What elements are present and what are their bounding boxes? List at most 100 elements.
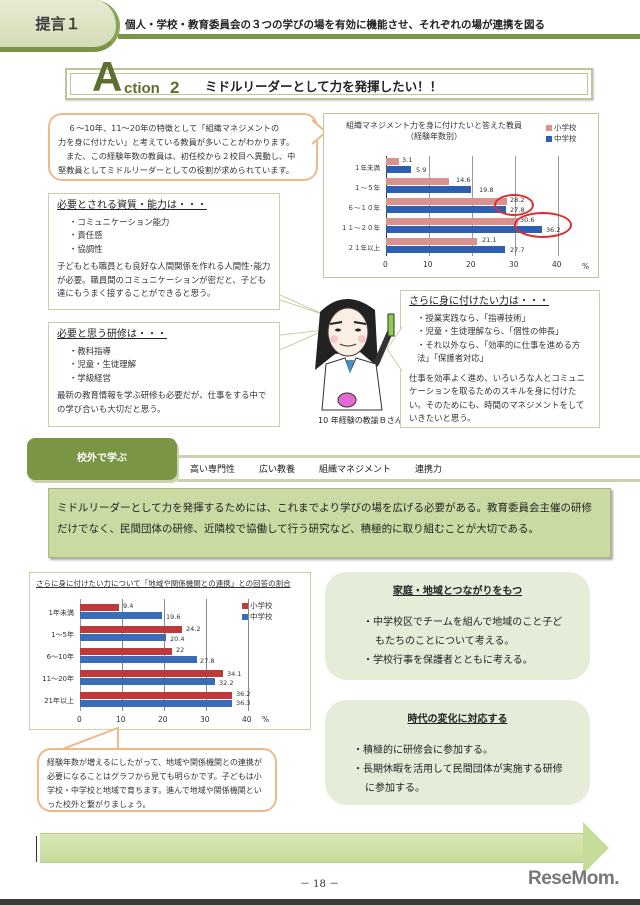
- chart2-category: 11～20年: [42, 675, 74, 683]
- axis-tick: 10: [116, 715, 126, 724]
- progress-arrow: [40, 833, 585, 863]
- axis-tick: 20: [158, 715, 168, 724]
- chart1-title: 組織マネジメント力を身に付けたいと答えた教員 （経験年数別）: [346, 121, 522, 141]
- list-item: 学校行事を保護者とともに考える。: [363, 651, 572, 670]
- card-community-title: 家庭・地域とつながりをもつ: [392, 586, 523, 597]
- teacher-illustration-icon: [315, 298, 395, 411]
- bar: [386, 246, 505, 253]
- bar: [80, 670, 223, 677]
- legend-junior: 中学校: [554, 134, 577, 143]
- bar: [80, 604, 119, 611]
- bar-value: 21.1: [482, 236, 497, 244]
- chart1-category: １１～２０年: [341, 224, 380, 232]
- action-word-text: ction: [124, 80, 160, 97]
- bar-value: 3.1: [402, 156, 413, 164]
- axis-tick: 30: [509, 260, 519, 269]
- axis-unit: %: [582, 262, 590, 271]
- qualities-heading: 必要とされる資質・能力は・・・: [57, 200, 207, 211]
- teacher-caption: 10 年経験の教諭Ｂさん: [318, 416, 403, 425]
- intro-line: 堅教員としてミドルリーダーとしての役割が求められています。: [58, 165, 294, 175]
- further-box-tail: [386, 326, 403, 372]
- tag: 連携力: [415, 465, 443, 475]
- further-text: 仕事を効率よく進め、いろいろな人とコミュニケーションを取るためのスキルを身に付け…: [409, 372, 585, 424]
- axis-unit: %: [262, 715, 270, 724]
- legend-elementary: 小学校: [554, 123, 577, 132]
- page-number: － 18 －: [300, 879, 340, 890]
- further-box: さらに身に付けたい力は・・・ 授業実践なら、「指導技術」 児童・生徒理解なら、「…: [400, 290, 600, 428]
- axis-tick: 0: [77, 715, 82, 724]
- card-change-title: 時代の変化に対応する: [407, 714, 508, 725]
- action-letter: A: [92, 53, 123, 100]
- card-change: 時代の変化に対応する 積極的に研修会に参加する。 長期休暇を活用して民間団体が実…: [325, 700, 590, 805]
- bar-value: 19.6: [166, 613, 181, 621]
- chart-org-management: 組織マネジメント力を身に付けたいと答えた教員 （経験年数別） 小学校 中学校 １…: [323, 113, 599, 278]
- chart2-category: 6～10年: [46, 653, 74, 661]
- bar-value: 9.4: [123, 602, 134, 610]
- bar: [386, 178, 449, 185]
- bar: [80, 634, 166, 641]
- bar-value: 34.1: [227, 670, 242, 678]
- card-change-list: 積極的に研修会に参加する。 長期休暇を活用して民間団体が実施する研修に参加する。: [343, 741, 572, 798]
- list-item: 協調性: [69, 243, 271, 257]
- bar: [80, 656, 197, 663]
- bar: [386, 238, 477, 245]
- chart2-title: さらに身に付けたい力について「地域や関係機関との連携」との回答の割合: [36, 579, 291, 588]
- intro-line: ６～10年、11～20年の特徴として「組織マネジメントの: [68, 123, 280, 133]
- bar-value: 27.8: [200, 657, 215, 665]
- arrow-head-icon: [583, 822, 609, 874]
- bar-value: 36.3: [236, 699, 251, 707]
- bar-value: 19.8: [479, 186, 494, 194]
- tag: 組織マネジメント: [319, 465, 392, 475]
- chart1-category: １年未満: [354, 164, 380, 172]
- section2-band: [177, 455, 640, 482]
- axis-tick: 40: [552, 260, 562, 269]
- bar-value: 20.4: [170, 635, 185, 643]
- training-text: 最新の教育情報を学ぶ研修も必要だが、仕事をする中での学び合いも大切だと思う。: [57, 390, 267, 414]
- list-item: 教科指導: [69, 345, 271, 359]
- bar: [386, 206, 506, 213]
- bar: [386, 198, 507, 205]
- highlight-circle: [514, 212, 572, 238]
- axis-tick: 10: [423, 260, 433, 269]
- bar: [386, 166, 411, 173]
- bottom-bar: [0, 899, 640, 905]
- section2-tags: 高い専門性 広い教養 組織マネジメント 連携力: [190, 462, 442, 475]
- bar: [386, 226, 542, 233]
- card-community: 家庭・地域とつながりをもつ 中学校区でチームを組んで地域のこと子どもたちのことに…: [325, 572, 590, 680]
- bar-value: 22: [176, 646, 185, 654]
- axis-tick: 30: [200, 715, 210, 724]
- training-box: 必要と思う研修は・・・ 教科指導 児童・生徒理解 学級経営 最新の教育情報を学ぶ…: [48, 322, 280, 427]
- intro-line: また、この経験年数の教員は、初任校から２校目へ異動し、中: [66, 151, 296, 161]
- bar: [80, 700, 232, 707]
- bar: [386, 218, 518, 225]
- tag: 広い教養: [259, 465, 296, 475]
- qualities-box: 必要とされる資質・能力は・・・ コミュニケーション能力 責任感 協調性 子どもと…: [48, 193, 280, 310]
- note-bubble: 経験年数が増えるにしたがって、地域や関係機関との連携が必要になることはグラフから…: [37, 748, 277, 812]
- chart1-category: １～５年: [354, 184, 380, 192]
- list-item: 長期休暇を活用して民間団体が実施する研修に参加する。: [353, 760, 572, 798]
- list-item: コミュニケーション能力: [69, 216, 271, 230]
- tag: 高い専門性: [190, 465, 236, 475]
- list-item: 授業実践なら、「指導技術」: [417, 312, 591, 326]
- action-number: 2: [170, 78, 180, 97]
- chart1-legend: 小学校 中学校: [546, 122, 577, 144]
- list-item: 責任感: [69, 229, 271, 243]
- list-item: それ以外なら、「効率的に仕事を進める方法」「保護者対応」: [417, 339, 591, 366]
- list-item: 学級経営: [69, 372, 271, 386]
- axis-tick: 20: [466, 260, 476, 269]
- action-title: ミドルリーダーとして力を発揮したい！！: [205, 79, 443, 94]
- further-heading: さらに身に付けたい力は・・・: [409, 296, 549, 307]
- action-bar: [65, 68, 593, 100]
- chart2-legend: 小学校 中学校: [242, 600, 273, 622]
- action-word: ction 2: [124, 78, 179, 98]
- chart2-category: 1年未満: [48, 609, 74, 617]
- proposal-label: 提言１: [35, 15, 81, 33]
- chart-community-collaboration: さらに身に付けたい力について「地域や関係機関との連携」との回答の割合 小学校 中…: [29, 572, 311, 730]
- intro-line: 力を身に付けたい」と考えている教員が多いことがわかります。: [58, 137, 295, 147]
- summary-box: ミドルリーダーとして力を発揮するためには、これまでより学びの場を広げる必要がある…: [48, 488, 611, 558]
- bar-value: 32.2: [219, 679, 234, 687]
- bar: [80, 612, 162, 619]
- bar: [386, 186, 471, 193]
- resemom-logo: ReseMom.: [528, 868, 620, 889]
- bar-value: 14.6: [456, 176, 471, 184]
